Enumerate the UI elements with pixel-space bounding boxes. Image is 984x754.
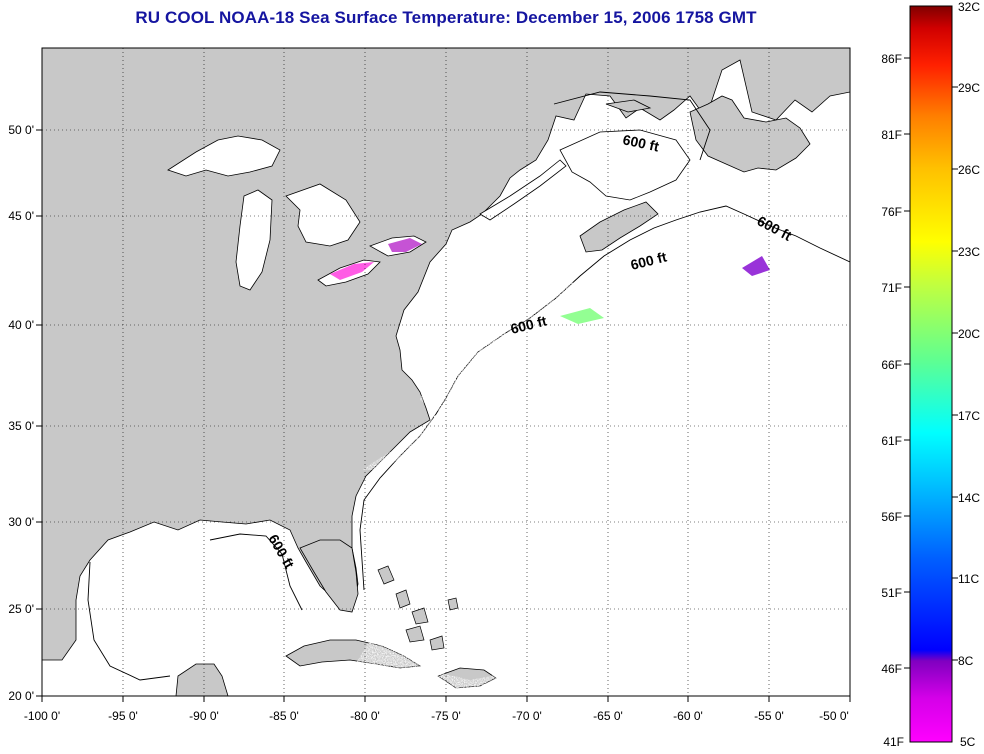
sst-red-field: [342, 640, 800, 696]
lat-tick-label: 50 0': [8, 123, 34, 137]
lon-tick-label: -65 0': [593, 709, 623, 723]
map-title: RU COOL NOAA-18 Sea Surface Temperature:…: [135, 8, 757, 27]
sst-east-purple: [742, 256, 770, 276]
lat-axis-labels: 20 0' 25 0' 30 0' 35 0' 40 0' 45 0' 50 0…: [8, 123, 34, 703]
colorbar-ticks: [904, 57, 958, 669]
colorbar-fahrenheit-label: 61F: [881, 434, 902, 448]
lon-tick-label: -55 0': [754, 709, 784, 723]
lon-tick-label: -80 0': [350, 709, 380, 723]
lat-axis-ticks: [36, 129, 42, 697]
colorbar-fahrenheit-label: 41F: [883, 735, 904, 749]
colorbar-celsius-label: 11C: [958, 572, 979, 586]
sst-magenta-superior: [214, 140, 248, 162]
sst-east-blue: [620, 278, 770, 316]
sst-magenta-lake-michigan: [240, 200, 262, 282]
colorbar-gradient: [909, 5, 953, 743]
temperature-colorbar: 32C 29C 26C 23C 20C 17C 14C 11C 8C 5C 86…: [881, 0, 980, 749]
st-lawrence-river: [479, 159, 567, 221]
lon-tick-label: -50 0': [819, 709, 849, 723]
lat-tick-label: 40 0': [8, 318, 34, 332]
colorbar-celsius-label: 23C: [958, 245, 980, 259]
lat-tick-label: 20 0': [8, 689, 34, 703]
colorbar-celsius-label: 32C: [958, 0, 980, 14]
colorbar-celsius-label: 20C: [958, 327, 980, 341]
lon-tick-label: -95 0': [108, 709, 138, 723]
colorbar-fahrenheit-label: 81F: [881, 128, 902, 142]
sst-purple-lake-ontario: [388, 238, 422, 252]
colorbar-celsius-label: 8C: [958, 654, 974, 668]
colorbar-fahrenheit-label: 76F: [881, 205, 902, 219]
contour-600ft: [87, 91, 850, 681]
sst-red-east: [600, 596, 660, 630]
colorbar-celsius-label: 14C: [958, 491, 980, 505]
lon-tick-label: -75 0': [431, 709, 461, 723]
land-anticosti: [605, 99, 652, 113]
lat-tick-label: 30 0': [8, 515, 34, 529]
land-florida: [299, 539, 359, 613]
lon-tick-label: -60 0': [673, 709, 703, 723]
colorbar-fahrenheit-label: 56F: [881, 510, 902, 524]
bahamas-islands: [377, 565, 459, 651]
lat-tick-label: 35 0': [8, 419, 34, 433]
colorbar-fahrenheit-label: 51F: [881, 586, 902, 600]
sst-carolina-strip: [362, 414, 442, 470]
colorbar-fahrenheit-label: 66F: [881, 358, 902, 372]
lon-tick-label: -85 0': [269, 709, 299, 723]
sst-magenta-lake-erie: [330, 262, 374, 280]
colorbar-fahrenheit-label: 71F: [881, 281, 902, 295]
lat-tick-label: 45 0': [8, 209, 34, 223]
land-yucatan: [175, 663, 229, 696]
sst-green-patch: [560, 308, 604, 324]
lon-tick-label: -90 0': [189, 709, 219, 723]
land-newfoundland: [689, 95, 811, 173]
land-nova-scotia: [579, 201, 659, 253]
map-grid: [42, 48, 850, 696]
lon-axis-ticks: [41, 696, 851, 702]
lake-huron: [285, 183, 361, 247]
sst-data: [214, 140, 800, 696]
sst-yellow-field: [580, 430, 790, 580]
colorbar-celsius-label: 29C: [958, 81, 980, 95]
map-plot-area: 600 ft 600 ft 600 ft 600 ft 600 ft: [42, 48, 850, 696]
contour-label-newfoundland: 600 ft: [621, 131, 660, 154]
colorbar-celsius-label: 26C: [958, 163, 980, 177]
lon-tick-label: -70 0': [512, 709, 542, 723]
colorbar-fahrenheit-label: 46F: [881, 662, 902, 676]
gulf-of-st-lawrence: [559, 129, 691, 201]
colorbar-celsius-label: 17C: [958, 409, 980, 423]
lon-tick-label: -100 0': [24, 709, 60, 723]
sst-orange-field: [520, 556, 800, 690]
colorbar-fahrenheit-label: 86F: [881, 52, 902, 66]
lat-tick-label: 25 0': [8, 602, 34, 616]
lon-axis-labels: -100 0' -95 0' -90 0' -85 0' -80 0' -75 …: [24, 709, 849, 723]
colorbar-celsius-label: 5C: [960, 735, 976, 749]
